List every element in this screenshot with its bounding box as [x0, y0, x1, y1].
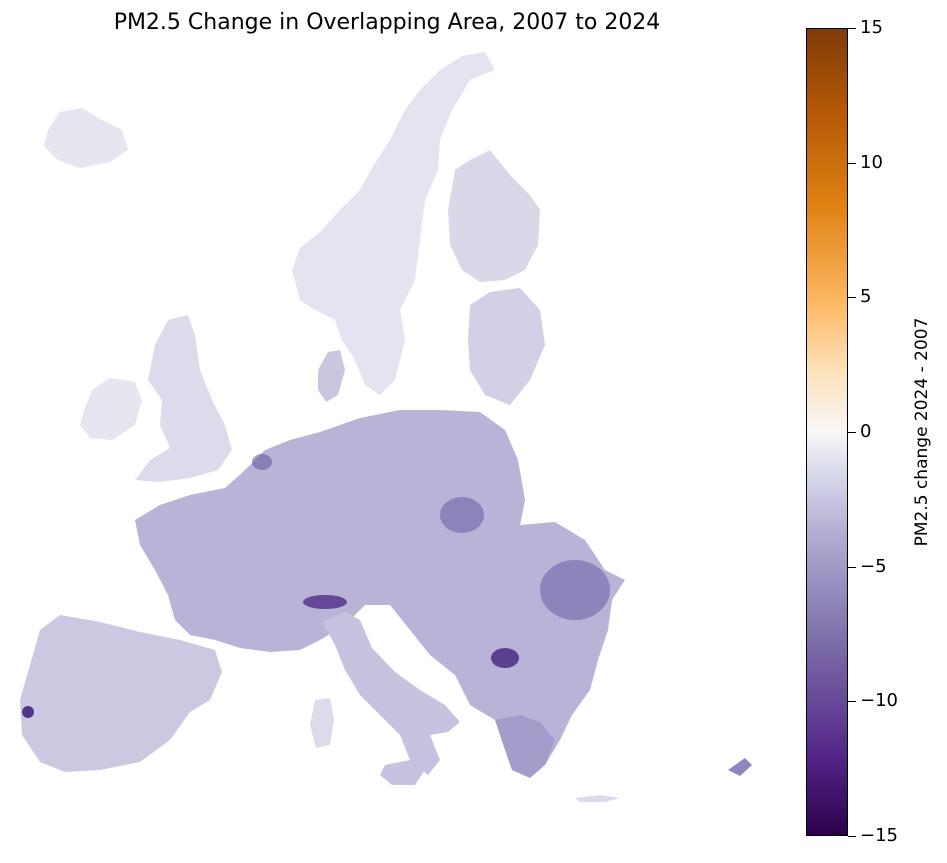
colorbar-tick — [848, 297, 856, 299]
great-britain-region — [135, 315, 232, 482]
colorbar-tick-label: −5 — [860, 555, 887, 577]
corsica-sardinia-region — [310, 698, 334, 748]
scandinavia-region — [292, 52, 495, 395]
colorbar-tick-label: 15 — [860, 17, 883, 38]
finland-region — [448, 150, 540, 282]
colorbar-tick-label: −15 — [860, 825, 898, 846]
ireland-region — [80, 378, 142, 440]
colorbar-tick-label: −10 — [860, 690, 898, 712]
poland-hotspot — [440, 497, 484, 533]
benelux-hotspot — [252, 454, 272, 470]
sicily-region — [380, 760, 425, 785]
romania-hotspot — [540, 560, 610, 620]
baltic-region — [468, 288, 545, 405]
colorbar-label: PM2.5 change 2024 - 2007 — [912, 317, 932, 547]
continental-europe-region — [135, 410, 625, 770]
europe-map — [20, 52, 752, 802]
colorbar-tick-label: 10 — [860, 151, 883, 173]
crete-region — [575, 795, 620, 802]
iberia-region — [20, 615, 222, 772]
portugal-hotspot — [22, 706, 34, 718]
colorbar — [806, 28, 848, 836]
balkan-hotspot — [491, 648, 519, 668]
colorbar-tick-label: 0 — [860, 421, 872, 442]
cyprus-region — [728, 758, 752, 776]
colorbar-tick — [848, 28, 856, 29]
colorbar-tick-label: 5 — [860, 286, 872, 308]
iceland-region — [44, 108, 128, 168]
colorbar-tick — [848, 162, 856, 164]
denmark-region — [318, 350, 345, 402]
alps-hotspot — [303, 595, 347, 609]
greece-region — [495, 715, 555, 778]
colorbar-tick — [848, 836, 856, 837]
colorbar-tick — [848, 701, 856, 703]
colorbar-tick — [848, 432, 856, 433]
map-title: PM2.5 Change in Overlapping Area, 2007 t… — [113, 10, 661, 35]
italy-region — [322, 612, 460, 775]
colorbar-tick — [848, 566, 856, 568]
